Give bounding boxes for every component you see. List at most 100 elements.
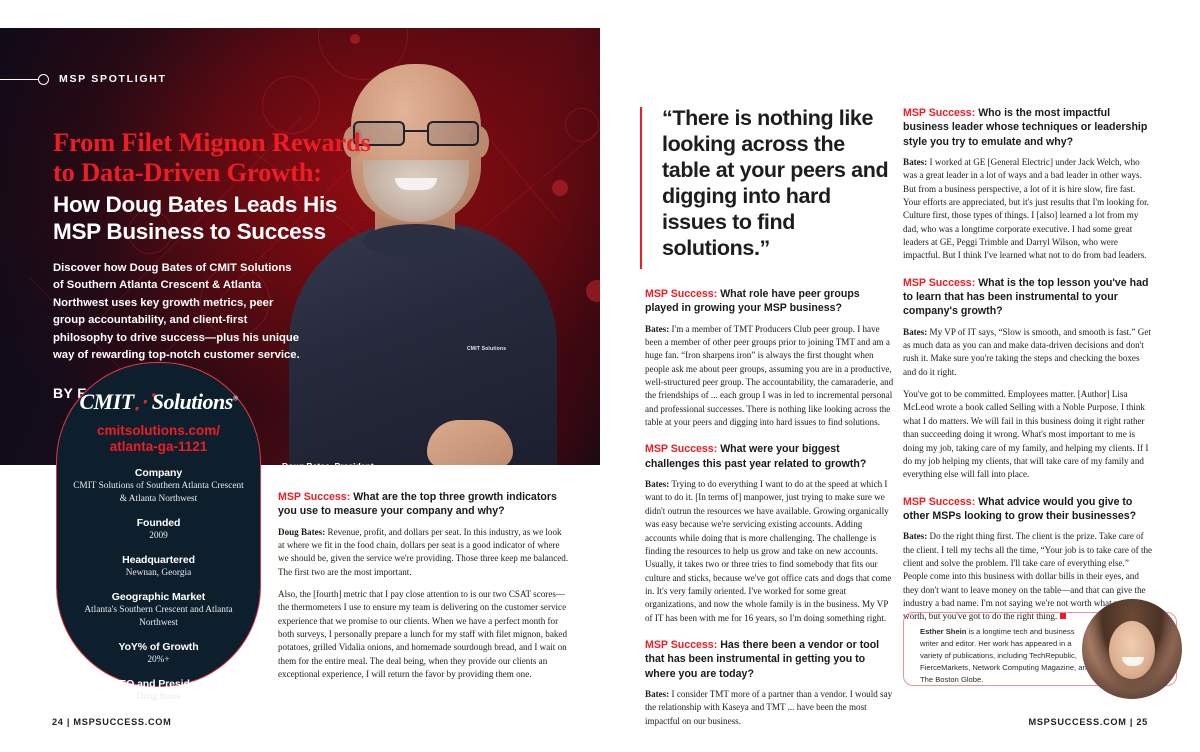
qa-question-text: What advice would you give to other MSPs… — [903, 495, 1137, 522]
headline-red: From Filet Mignon Rewards to Data-Driven… — [53, 127, 383, 187]
footer-right: MSPSUCCESS.COM | 25 — [1028, 717, 1148, 727]
kicker-label: MSP SPOTLIGHT — [59, 73, 167, 85]
portrait-smile — [395, 178, 437, 190]
qa-label: MSP Success: — [645, 288, 718, 300]
avatar-smile — [1122, 657, 1144, 666]
qa-question-text: What is the top lesson you've had to lea… — [903, 276, 1149, 318]
qa-answer-paragraph: Bates: I'm a member of TMT Producers Clu… — [645, 323, 895, 430]
fact-value: Atlanta's Southern Crescent and Atlanta … — [84, 605, 233, 629]
qa-speaker: Bates: — [645, 479, 670, 490]
qa-question: MSP Success: What were your biggest chal… — [645, 442, 895, 471]
circle-icon — [38, 73, 49, 85]
qa-answer-paragraph: Bates: Do the right thing first. The cli… — [903, 530, 1153, 624]
kicker-rule — [0, 78, 38, 80]
fact-label: Founded — [136, 516, 181, 529]
end-mark-icon — [1060, 613, 1067, 620]
avatar-face — [1109, 621, 1155, 679]
qa-answer-text: Do the right thing first. The client is … — [903, 531, 1153, 622]
portrait-ear-right — [469, 126, 489, 158]
qa-label: MSP Success: — [645, 443, 718, 456]
company-url-line1: cmitsolutions.com/ — [96, 423, 221, 438]
fact-label: Geographic Market — [111, 591, 206, 603]
cmit-solutions-logo: CMIT⋰Solutions® — [79, 389, 238, 415]
qa-answer-text: I consider TMT more of a partner than a … — [645, 688, 893, 726]
qa-question: MSP Success: Has there been a vendor or … — [645, 638, 895, 681]
headline-white-line1: How Doug Bates Leads His — [53, 192, 338, 218]
qa-label: MSP Success: — [903, 107, 976, 119]
qa-answer-text: I worked at GE [General Electric] under … — [903, 156, 1149, 261]
qa-answer-text: Trying to do everything I want to do at … — [645, 479, 892, 623]
headline-white: How Doug Bates Leads His MSP Business to… — [53, 192, 383, 245]
pull-quote: “There is nothing like looking across th… — [640, 105, 890, 269]
qa-speaker: Bates: — [645, 323, 670, 334]
qa-question: MSP Success: What role have peer groups … — [645, 287, 895, 316]
fact-company: Company CMIT Solutions of Southern Atlan… — [71, 467, 246, 506]
fact-value: Newnan, Georgia — [125, 567, 192, 578]
fact-geographic-market: Geographic Market Atlanta's Southern Cre… — [71, 591, 246, 630]
fact-label: YoY% of Growth — [118, 641, 199, 654]
author-bio-text: Esther Shein is a longtime tech and busi… — [920, 626, 1092, 686]
qa-question-text: Has there been a vendor or tool that has… — [645, 639, 880, 680]
qa-speaker: Bates: — [903, 531, 928, 542]
qa-answer-text: Revenue, profit, and dollars per seat. I… — [278, 526, 569, 577]
fact-label: Company — [134, 466, 183, 479]
headline-red-line2: to Data-Driven Growth: — [53, 156, 322, 187]
fact-ceo: CEO and President Doug Bates — [71, 678, 246, 704]
pull-quote-text: “There is nothing like looking across th… — [662, 106, 889, 260]
fact-yoy-growth: YoY% of Growth 20%+ — [71, 641, 246, 667]
qa-label: MSP Success: — [903, 495, 976, 508]
qa-label: MSP Success: — [278, 491, 351, 503]
glasses-icon — [351, 121, 481, 147]
article-column-right: MSP Success: Who is the most impactful b… — [903, 106, 1153, 633]
qa-speaker: Doug Bates: — [278, 526, 326, 537]
hero-deck: Discover how Doug Bates of CMIT Solution… — [53, 261, 300, 362]
fact-value: Doug Bates — [136, 692, 181, 703]
portrait-torso — [289, 223, 557, 465]
caption-line-1: Doug Bates, President — [282, 460, 426, 465]
fact-founded: Founded 2009 — [71, 517, 246, 543]
qa-answer-paragraph: Bates: Trying to do everything I want to… — [645, 478, 895, 625]
logo-word-cmit: CMIT — [79, 389, 134, 414]
qa-answer-paragraph: Bates: My VP of IT says, “Slow is smooth… — [903, 326, 1153, 379]
qa-answer-paragraph: Also, the [fourth] metric that I pay clo… — [278, 589, 567, 680]
photo-caption: Doug Bates, President CMIT Solutions of … — [282, 460, 426, 465]
fact-label: Headquartered — [122, 553, 195, 566]
author-name: Esther Shein — [920, 627, 967, 636]
qa-speaker: Bates: — [903, 156, 928, 167]
company-url-line2: atlanta-ga-1121 — [109, 439, 208, 455]
qa-question: MSP Success: What is the top lesson you'… — [903, 276, 1153, 319]
qa-question-text: What are the top three growth indicators… — [278, 491, 557, 518]
logo-trademark: ® — [232, 394, 238, 403]
fact-value: 20%+ — [147, 655, 170, 666]
qa-speaker: Bates: — [645, 688, 670, 699]
spotlight-kicker: MSP SPOTLIGHT — [0, 73, 167, 85]
portrait-hands — [427, 420, 513, 465]
footer-left: 24 | MSPSUCCESS.COM — [52, 717, 172, 727]
portrait-photo: CMIT Solutions — [255, 28, 600, 465]
fact-headquartered: Headquartered Newnan, Georgia — [71, 554, 246, 580]
article-column-left: MSP Success: What are the top three grow… — [278, 490, 570, 691]
logo-dots-icon: ⋰ — [133, 391, 154, 413]
qa-label: MSP Success: — [645, 639, 718, 652]
qa-answer-text: I'm a member of TMT Producers Club peer … — [645, 323, 894, 428]
qa-question: MSP Success: Who is the most impactful b… — [903, 106, 1153, 149]
qa-answer-text: My VP of IT says, “Slow is smooth, and s… — [903, 326, 1151, 377]
qa-question-text: What were your biggest challenges this p… — [645, 443, 867, 470]
hero-copy: From Filet Mignon Rewards to Data-Driven… — [53, 127, 383, 401]
qa-label: MSP Success: — [903, 276, 976, 289]
qa-question-text: What role have peer groups played in gro… — [645, 288, 860, 315]
logo-word-solutions: Solutions — [151, 389, 234, 414]
qa-question: MSP Success: What advice would you give … — [903, 495, 1153, 524]
portrait-collar — [363, 224, 468, 258]
headline-red-line1: From Filet Mignon Rewards — [53, 127, 371, 157]
author-bio-rest: is a longtime tech and business writer a… — [920, 627, 1091, 684]
fact-label: CEO and President — [111, 678, 206, 691]
company-info-card: CMIT⋰Solutions® cmitsolutions.com/ atlan… — [56, 362, 261, 702]
left-page: MSP SPOTLIGHT From Filet Mignon Rewards … — [0, 28, 600, 727]
pull-quote-rule — [640, 107, 642, 269]
author-avatar — [1082, 599, 1182, 699]
company-url[interactable]: cmitsolutions.com/ atlanta-ga-1121 — [71, 423, 246, 456]
qa-question: MSP Success: What are the top three grow… — [278, 490, 570, 519]
shirt-logo: CMIT Solutions — [467, 346, 507, 352]
